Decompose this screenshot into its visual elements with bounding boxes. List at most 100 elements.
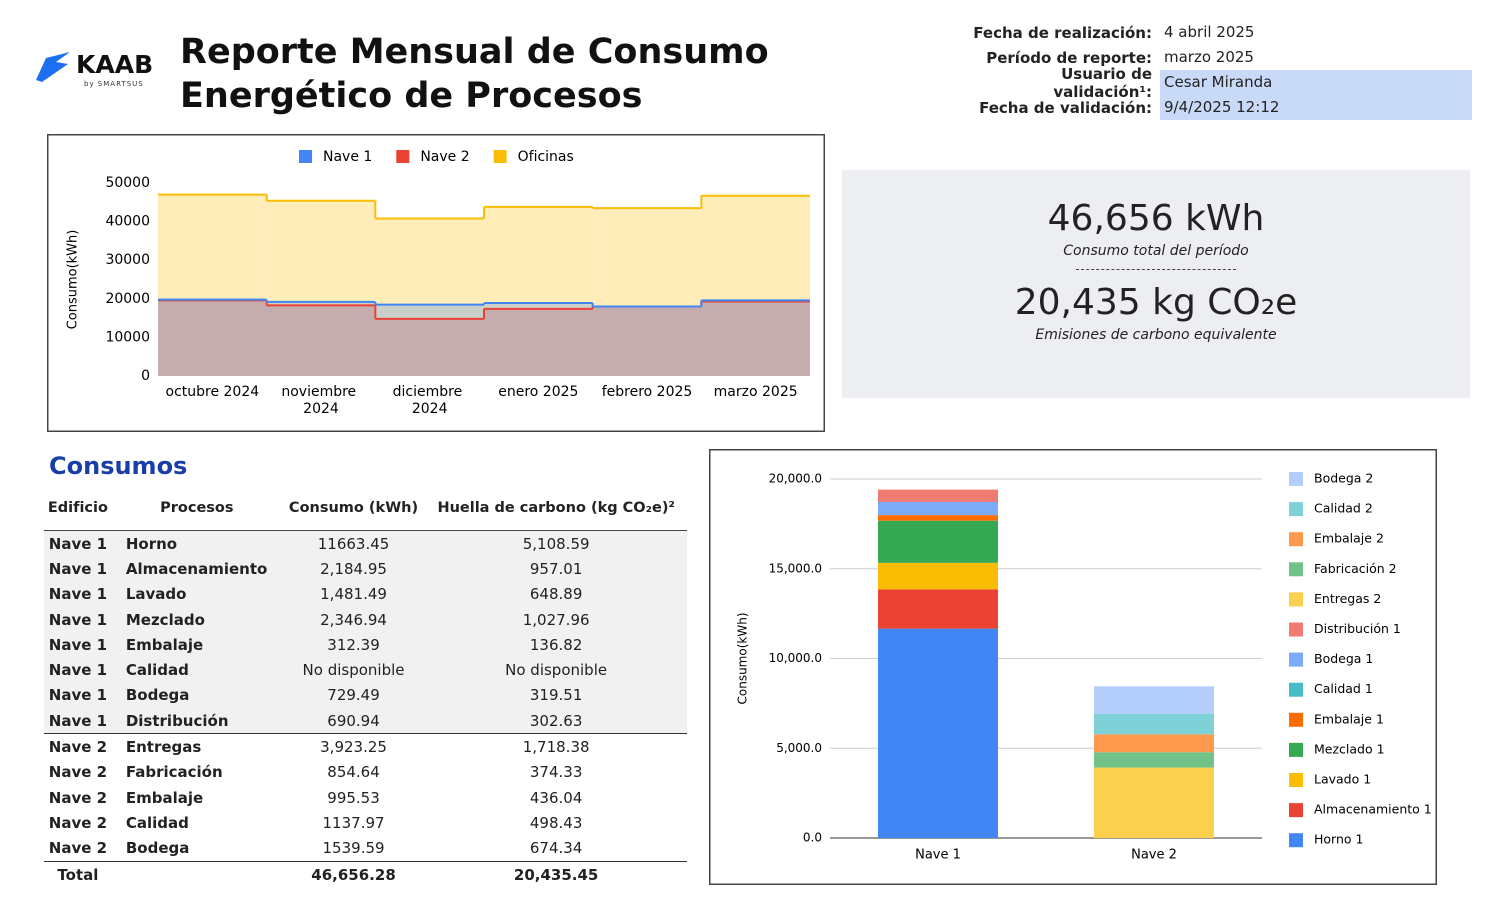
table-cell: Distribución — [111, 708, 282, 734]
table-cell: Horno — [111, 530, 282, 557]
table-cell: Mezclado — [111, 606, 282, 633]
bar-segment — [1094, 734, 1214, 753]
bar-segment — [878, 520, 998, 563]
table-cell: Embalaje — [111, 632, 282, 658]
table-cell: 11663.45 — [281, 530, 426, 557]
area-segment — [701, 300, 810, 376]
bar-segment — [1094, 752, 1214, 768]
legend-label: Entregas 2 — [1314, 591, 1381, 606]
legend-label: Calidad 2 — [1314, 501, 1373, 516]
logo-subtext: by SMARTSUS — [84, 80, 144, 88]
table-row: Nave 1 Embalaje 312.39 136.82 — [44, 632, 687, 658]
info-row: Fecha de realización: 4 abril 2025 — [960, 20, 1472, 45]
chart-frame — [709, 449, 1437, 885]
legend-label: Nave 1 — [323, 149, 372, 165]
area-segment — [701, 301, 810, 376]
bar-segment — [878, 628, 998, 838]
info-value: marzo 2025 — [1164, 48, 1254, 66]
table-row: Nave 1 Lavado 1,481.49 648.89 — [44, 581, 687, 607]
info-value: 9/4/2025 12:12 — [1160, 95, 1472, 120]
y-tick-label: 0.0 — [803, 831, 822, 845]
table-cell: Nave 2 — [48, 763, 108, 782]
table-cell: Nave 1 — [44, 530, 112, 557]
table-cell: 319.51 — [425, 682, 687, 709]
legend-label: Nave 2 — [420, 149, 469, 165]
area-segment — [484, 308, 593, 376]
info-row: Período de reporte: marzo 2025 — [960, 45, 1472, 70]
table-cell: Nave 1 — [44, 632, 112, 658]
info-label: Fecha de realización: — [973, 23, 1152, 42]
table-cell: 2,346.94 — [281, 606, 426, 633]
legend-swatch — [1289, 682, 1303, 697]
area-segment — [701, 195, 810, 376]
table-row: Nave 2 Embalaje 995.53 436.04 — [44, 785, 687, 810]
table-cell: Bodega — [111, 682, 282, 709]
section-title: Consumos — [49, 452, 188, 480]
kpi-panel: 46,656 kWh Consumo total del período 20,… — [842, 170, 1470, 398]
info-row: Fecha de validación: 9/4/2025 12:12 — [960, 95, 1472, 120]
bar-segment — [878, 489, 998, 502]
area-segment — [266, 301, 376, 376]
column-header: Procesos — [111, 486, 282, 531]
table-cell: Fabricación — [125, 763, 223, 782]
legend-label: Embalaje 1 — [1314, 711, 1384, 726]
y-tick-label: 0 — [141, 368, 150, 384]
legend-label: Distribución 1 — [1314, 621, 1401, 636]
table-row: Nave 1 Mezclado 2,346.94 1,027.96 — [44, 606, 687, 633]
table-row: Nave 2 Calidad 1137.97 498.43 — [44, 810, 687, 835]
legend-swatch — [396, 150, 410, 163]
area-segment — [484, 206, 593, 376]
logo: KAAB by SMARTSUS — [36, 50, 153, 88]
legend-swatch — [1289, 502, 1303, 517]
bar-segment — [878, 501, 998, 516]
y-tick-label: 5,000.0 — [776, 741, 822, 755]
total-consumo: 46,656.28 — [281, 860, 426, 888]
legend-label: Fabricación 2 — [1314, 561, 1397, 576]
area-segment — [375, 304, 484, 376]
legend-swatch — [493, 150, 507, 163]
info-label: Usuario de validación¹: — [1053, 64, 1152, 101]
table-cell: 648.89 — [425, 581, 687, 607]
table-cell: Nave 2 — [44, 733, 112, 760]
y-axis-label: Consumo(kWh) — [66, 230, 81, 330]
table-cell: 957.01 — [425, 556, 687, 582]
logo-text: KAAB — [76, 50, 153, 79]
x-tick-label: marzo 2025 — [714, 384, 798, 400]
table-cell: 3,923.25 — [281, 733, 426, 760]
legend-swatch — [1289, 562, 1303, 577]
chart-frame — [47, 134, 825, 432]
table-cell: Nave 2 — [48, 839, 108, 858]
table-cell: 995.53 — [327, 788, 380, 807]
table-cell: 374.33 — [529, 763, 583, 782]
table-cell: Nave 1 — [44, 708, 112, 734]
info-panel: Fecha de realización: 4 abril 2025 Período… — [960, 20, 1472, 120]
legend-label: Lavado 1 — [1314, 772, 1371, 787]
y-tick-label: 40000 — [105, 214, 150, 230]
x-tick-label: noviembre 2024 — [281, 384, 360, 417]
legend-label: Bodega 2 — [1314, 471, 1373, 486]
table-row: Nave 1 Almacenamiento 2,184.95 957.01 — [44, 556, 687, 582]
table-cell: Entregas — [111, 733, 282, 760]
area-segment — [592, 208, 702, 376]
y-tick-label: 20,000.0 — [769, 472, 822, 486]
bar-segment — [878, 562, 998, 590]
table-cell: 1539.59 — [322, 839, 385, 858]
area-segment — [158, 299, 267, 376]
area-segment — [266, 200, 376, 376]
legend-label: Oficinas — [518, 149, 574, 165]
table-row: Nave 2 Entregas 3,923.25 1,718.38 — [44, 733, 687, 760]
y-tick-label: 50000 — [105, 175, 150, 191]
legend-label: Calidad 1 — [1314, 681, 1373, 696]
bar-segment — [878, 515, 998, 521]
table-cell: 1,481.49 — [281, 581, 426, 607]
kpi-caption: Consumo total del período — [1063, 243, 1249, 259]
table-cell: 2,184.95 — [281, 556, 426, 582]
legend-swatch — [1289, 712, 1303, 727]
legend-swatch — [1289, 742, 1303, 757]
column-header: Huella de carbono (kg CO₂e)² — [425, 486, 687, 531]
table-cell: 312.39 — [281, 632, 426, 658]
y-tick-label: 15,000.0 — [769, 561, 822, 575]
kpi-caption: Emisiones de carbono equivalente — [1035, 327, 1277, 343]
table-cell: No disponible — [281, 657, 426, 683]
